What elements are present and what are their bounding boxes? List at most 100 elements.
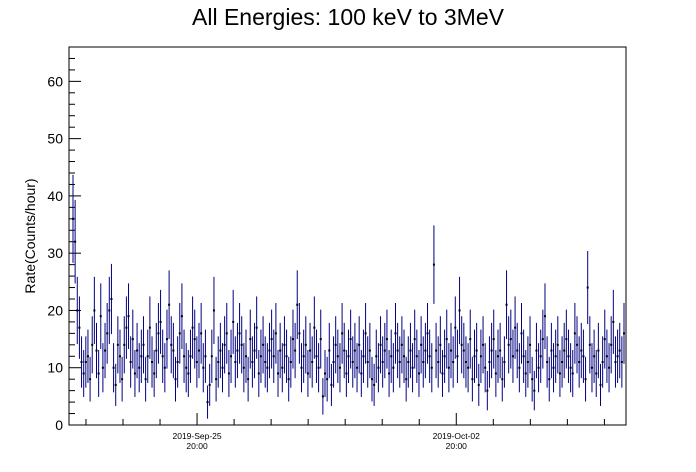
data-point: [618, 322, 621, 379]
point-marker: [95, 349, 98, 352]
point-marker: [151, 361, 154, 363]
data-point: [445, 309, 448, 369]
data-point: [503, 336, 506, 388]
data-point: [198, 322, 201, 379]
data-point: [225, 303, 228, 364]
point-marker: [332, 361, 335, 363]
data-point: [202, 343, 205, 393]
data-point: [76, 276, 79, 345]
point-marker: [247, 378, 250, 381]
point-marker: [313, 326, 316, 329]
point-marker: [492, 338, 495, 341]
x-tick-label-time: 20:00: [446, 441, 468, 451]
data-point: [142, 316, 145, 374]
data-point: [605, 329, 608, 383]
point-marker: [225, 332, 228, 335]
data-point: [153, 349, 156, 397]
point-marker: [370, 378, 373, 381]
point-marker: [533, 389, 536, 392]
point-marker: [183, 355, 186, 358]
data-point: [362, 329, 365, 383]
point-marker: [72, 217, 74, 220]
data-point: [272, 329, 275, 383]
point-marker: [379, 343, 382, 346]
point-marker: [78, 326, 81, 329]
point-marker: [279, 349, 282, 352]
data-point: [586, 251, 589, 325]
data-point: [151, 336, 154, 388]
point-marker: [452, 361, 455, 363]
data-point: [217, 336, 220, 388]
data-point: [244, 329, 247, 383]
point-marker: [195, 361, 198, 363]
y-tick-label: 0: [55, 417, 63, 433]
data-point: [230, 329, 233, 383]
data-point: [541, 309, 544, 369]
point-marker: [432, 263, 435, 266]
data-point: [539, 329, 542, 383]
data-point: [106, 303, 109, 364]
data-point: [270, 309, 273, 369]
data-point: [347, 329, 350, 383]
point-marker: [300, 366, 303, 369]
point-marker: [477, 383, 480, 386]
point-marker: [580, 349, 583, 352]
point-marker: [537, 366, 540, 369]
data-point: [285, 329, 288, 383]
y-tick-label: 40: [47, 188, 63, 204]
data-point: [588, 316, 591, 374]
data-point: [110, 263, 113, 335]
point-marker: [311, 361, 314, 363]
point-marker: [486, 389, 489, 392]
point-marker: [539, 355, 542, 358]
data-point: [255, 296, 258, 359]
data-point: [114, 363, 117, 406]
data-point: [91, 316, 94, 374]
point-marker: [571, 372, 574, 375]
data-point: [251, 336, 254, 388]
data-point: [72, 174, 74, 263]
point-marker: [550, 349, 553, 352]
data-point: [518, 343, 521, 393]
data-point: [398, 336, 401, 388]
point-marker: [582, 355, 585, 358]
point-marker: [383, 349, 386, 352]
point-marker: [202, 366, 205, 369]
data-point: [93, 276, 96, 345]
point-marker: [407, 361, 410, 363]
data-point: [221, 343, 224, 393]
data-point: [435, 322, 438, 379]
point-marker: [168, 303, 171, 306]
point-marker: [259, 355, 262, 358]
data-point: [552, 343, 555, 393]
data-point: [520, 303, 523, 364]
data-point: [469, 309, 472, 369]
point-marker: [185, 366, 188, 369]
point-marker: [426, 332, 429, 335]
point-marker: [291, 338, 294, 341]
point-marker: [336, 355, 339, 358]
data-point: [535, 322, 538, 379]
point-marker: [511, 355, 514, 358]
data-point: [306, 349, 309, 397]
point-marker: [612, 320, 615, 323]
point-marker: [424, 349, 427, 352]
data-point: [373, 363, 376, 406]
point-marker: [204, 355, 207, 358]
point-marker: [268, 349, 271, 352]
data-point: [294, 322, 297, 379]
data-point: [161, 329, 164, 383]
data-point: [601, 336, 604, 388]
data-point: [584, 356, 587, 402]
data-point: [612, 289, 615, 354]
point-marker: [396, 349, 399, 352]
data-point: [533, 370, 536, 411]
point-marker: [106, 332, 109, 335]
data-point: [522, 329, 525, 383]
data-point: [501, 356, 504, 402]
point-marker: [467, 366, 470, 369]
point-marker: [454, 326, 457, 329]
data-point: [326, 356, 329, 402]
point-marker: [356, 366, 359, 369]
point-marker: [242, 366, 245, 369]
